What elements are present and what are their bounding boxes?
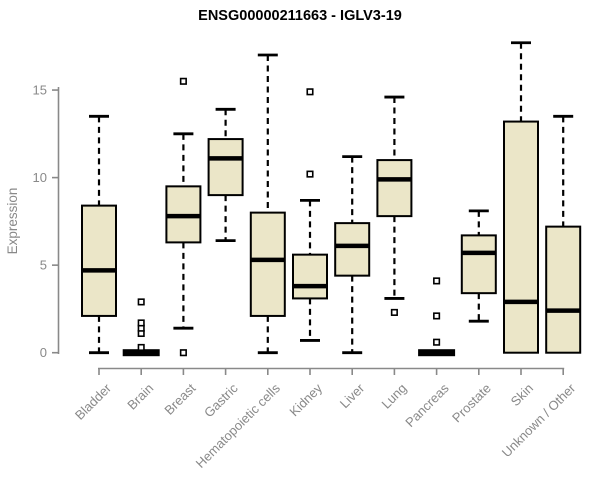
x-tick-label: Lung [378, 381, 409, 412]
x-tick-label: Skin [508, 381, 536, 409]
outlier-point [433, 338, 441, 346]
outlier-point [179, 349, 187, 357]
y-tick-label: 10 [33, 170, 47, 185]
box-iqr [207, 138, 244, 197]
x-tick-label: Liver [337, 380, 368, 411]
y-tick-label: 0 [40, 345, 47, 360]
outlier-point [306, 170, 314, 178]
collapsed-box [418, 349, 456, 357]
x-tick-label: Brain [124, 381, 156, 413]
outlier-point [137, 319, 145, 327]
x-tick-label: Breast [161, 380, 198, 417]
box-iqr [376, 159, 413, 218]
box-iqr [503, 120, 539, 354]
x-tick-label: Prostate [449, 381, 494, 426]
outlier-point [306, 88, 314, 96]
x-tick-label: Pancreas [402, 380, 452, 430]
box-iqr [545, 225, 582, 354]
x-tick-label: Bladder [72, 380, 115, 423]
box-iqr [334, 222, 371, 277]
outlier-point [179, 77, 187, 85]
outlier-point [433, 277, 441, 285]
y-axis-title: Expression [5, 188, 20, 255]
outlier-point [433, 312, 441, 320]
outlier-point [137, 298, 145, 306]
collapsed-box [122, 349, 160, 357]
box-iqr [292, 253, 328, 300]
box-iqr [460, 234, 497, 295]
box-iqr [249, 211, 286, 317]
box-iqr [81, 204, 117, 317]
y-tick-label: 5 [40, 258, 47, 273]
y-tick-label: 15 [33, 83, 47, 98]
x-tick-label: Kidney [286, 380, 325, 419]
outlier-point [390, 308, 398, 316]
outlier-point [137, 343, 145, 351]
x-tick-label: Unknown / Other [499, 380, 579, 460]
chart-title: ENSG00000211663 - IGLV3-19 [198, 8, 402, 24]
x-tick-label: Gastric [201, 380, 241, 420]
